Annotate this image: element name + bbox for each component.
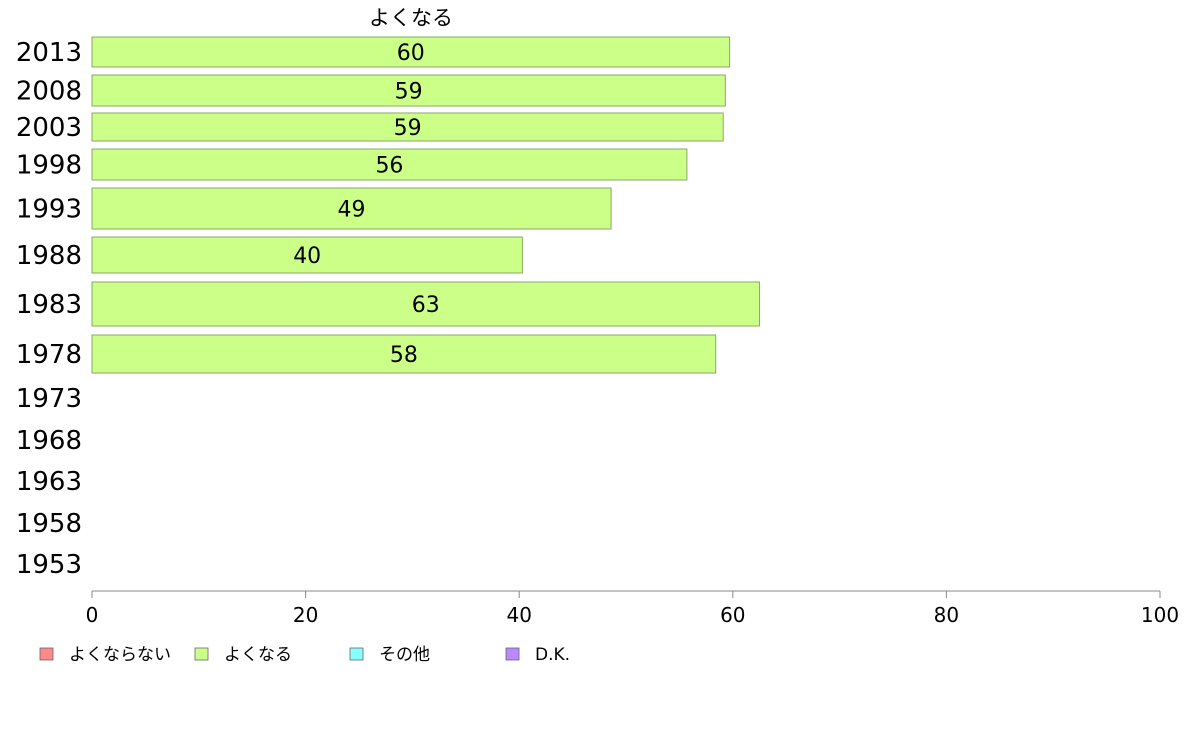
data-label: 49 [338,198,366,223]
legend-label: よくならない [69,645,171,665]
x-tick-label: 80 [934,603,959,627]
bars-group: 60 59 59 56 49 40 63 58 [91,36,760,374]
legend-swatch [194,647,209,661]
legend-label: D.K. [535,645,570,665]
y-tick-label: 2003 [16,113,82,143]
data-label: 56 [375,154,403,179]
legend: よくならない よくなる その他 D.K. [39,645,570,665]
y-tick-label: 1983 [16,290,82,320]
data-label: 60 [397,41,425,66]
x-tick-label: 100 [1141,603,1179,627]
legend-label: よくなる [224,645,292,665]
y-tick-label: 1963 [16,467,82,497]
legend-item: その他 [349,645,430,665]
y-tick-label: 2013 [16,38,82,68]
x-tick-label: 20 [293,603,318,627]
legend-swatch [505,647,520,661]
bar [91,334,717,374]
data-label: 59 [395,80,423,105]
y-tick-label: 2008 [16,77,82,107]
x-tick-label: 60 [720,603,745,627]
bar [91,236,523,274]
bar [91,148,688,181]
legend-label: その他 [379,645,430,665]
x-axis: 0 20 40 60 80 100 [86,590,1179,627]
x-tick-label: 0 [86,603,99,627]
legend-item: よくなる [194,645,292,665]
legend-item: よくならない [39,645,171,665]
y-tick-label: 1973 [16,384,82,414]
data-label: 40 [293,244,321,269]
legend-swatch [39,647,54,661]
bar [91,112,724,142]
bar [91,36,731,68]
bar [91,187,612,230]
y-tick-label: 1958 [16,509,82,539]
y-tick-label: 1988 [16,241,82,271]
y-tick-label: 1993 [16,195,82,225]
legend-item: D.K. [505,645,570,665]
chart-title: よくなる [369,6,453,30]
data-label: 58 [390,343,418,368]
y-tick-label: 1998 [16,151,82,181]
bar [91,281,760,327]
data-label: 59 [394,116,422,141]
y-tick-label: 1968 [16,426,82,456]
x-tick-label: 40 [506,603,531,627]
y-tick-label: 1953 [16,550,82,580]
legend-swatch [349,647,364,661]
y-axis-labels: 2013 2008 2003 1998 1993 1988 1983 1978 1973 1968… [16,38,82,580]
data-label: 63 [412,293,440,318]
y-tick-label: 1978 [16,340,82,370]
bar [91,74,726,107]
